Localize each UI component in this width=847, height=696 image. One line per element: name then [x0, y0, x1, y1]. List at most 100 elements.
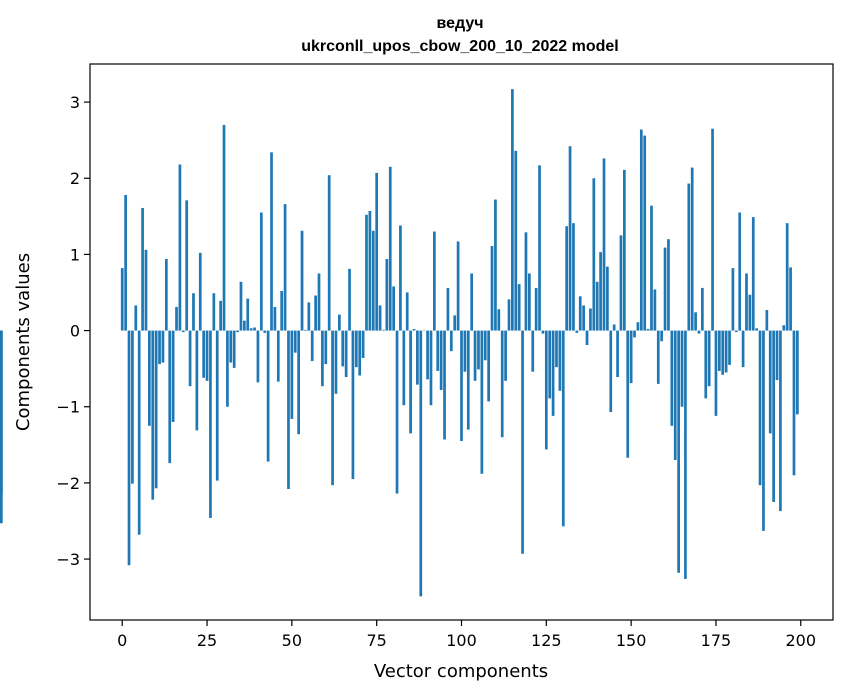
bar	[243, 320, 246, 331]
bar	[164, 258, 168, 331]
bar	[405, 292, 409, 331]
bar	[120, 268, 124, 331]
bar	[134, 305, 138, 331]
bar	[181, 330, 185, 333]
bar	[141, 207, 144, 331]
bar	[263, 330, 267, 333]
bar	[578, 296, 582, 331]
bar	[483, 330, 487, 361]
bar	[792, 330, 796, 476]
bar	[673, 330, 677, 461]
bar	[612, 324, 616, 331]
bar	[232, 330, 236, 368]
y-tick-label: −2	[56, 474, 80, 493]
bar	[629, 330, 633, 384]
bar	[653, 289, 657, 331]
bar	[514, 150, 518, 331]
bar	[287, 330, 290, 489]
bar	[782, 325, 786, 331]
bar	[592, 178, 596, 331]
bar	[280, 290, 284, 331]
y-tick-label: 0	[70, 322, 80, 341]
bar	[0, 330, 3, 494]
bar	[646, 329, 650, 331]
bar	[762, 330, 765, 531]
bar	[595, 281, 599, 331]
bar	[205, 330, 209, 381]
y-tick-label: 1	[70, 245, 80, 264]
bar	[707, 330, 711, 387]
bar	[276, 330, 280, 382]
bar	[565, 226, 569, 331]
bar	[388, 166, 392, 331]
bar	[796, 330, 799, 415]
bar	[317, 273, 321, 331]
bar	[724, 330, 728, 373]
bar	[765, 310, 769, 331]
bar	[344, 330, 348, 378]
bar	[772, 330, 775, 502]
bar	[785, 223, 789, 331]
bar	[378, 305, 382, 331]
bar	[670, 330, 674, 426]
bar	[239, 281, 243, 331]
bar	[439, 330, 443, 390]
bar	[382, 329, 385, 331]
bar	[466, 330, 470, 430]
bar	[168, 330, 172, 464]
bar	[741, 330, 745, 368]
plot-frame	[89, 63, 834, 621]
bar	[622, 169, 626, 331]
bar	[137, 330, 141, 535]
bar	[395, 330, 399, 494]
bar	[660, 330, 664, 342]
bar	[460, 330, 463, 442]
bar	[297, 330, 300, 435]
bar	[402, 330, 406, 406]
bar	[717, 330, 721, 371]
bar	[249, 328, 253, 331]
chart-subtitle: ukrconll_upos_cbow_200_10_2022 model	[301, 38, 618, 55]
bar	[348, 268, 351, 331]
bar	[758, 330, 762, 486]
bar	[178, 164, 182, 331]
y-axis-ticks: −3 −2 −1 0 1 2 3	[56, 93, 90, 569]
bar	[768, 330, 772, 434]
bar	[507, 299, 511, 331]
bar	[358, 330, 362, 376]
bar	[650, 205, 653, 331]
bar	[202, 330, 206, 378]
bar	[198, 252, 202, 331]
bar	[490, 246, 494, 331]
bar	[680, 330, 684, 407]
bar	[504, 330, 507, 381]
bar	[151, 330, 155, 500]
bar	[192, 293, 195, 331]
bar	[361, 330, 365, 358]
y-tick-label: −1	[56, 398, 80, 417]
bar	[497, 309, 501, 331]
bar	[548, 330, 552, 399]
bar	[433, 231, 436, 331]
bar	[755, 328, 759, 331]
bar	[209, 330, 212, 518]
bar	[568, 146, 572, 331]
bar	[779, 330, 782, 512]
bar	[226, 330, 229, 407]
bar	[734, 330, 738, 333]
bar	[161, 330, 165, 363]
bar	[789, 267, 792, 331]
bar	[511, 89, 514, 331]
bar	[331, 330, 334, 486]
bar	[728, 330, 731, 365]
bar	[721, 330, 725, 375]
bar	[154, 330, 158, 489]
bar	[470, 273, 474, 331]
bar	[429, 330, 433, 406]
bar	[266, 330, 270, 462]
y-tick-label: −3	[56, 550, 80, 569]
bar	[589, 308, 592, 331]
bar	[585, 330, 589, 346]
bar	[300, 230, 304, 331]
bar	[456, 241, 460, 331]
